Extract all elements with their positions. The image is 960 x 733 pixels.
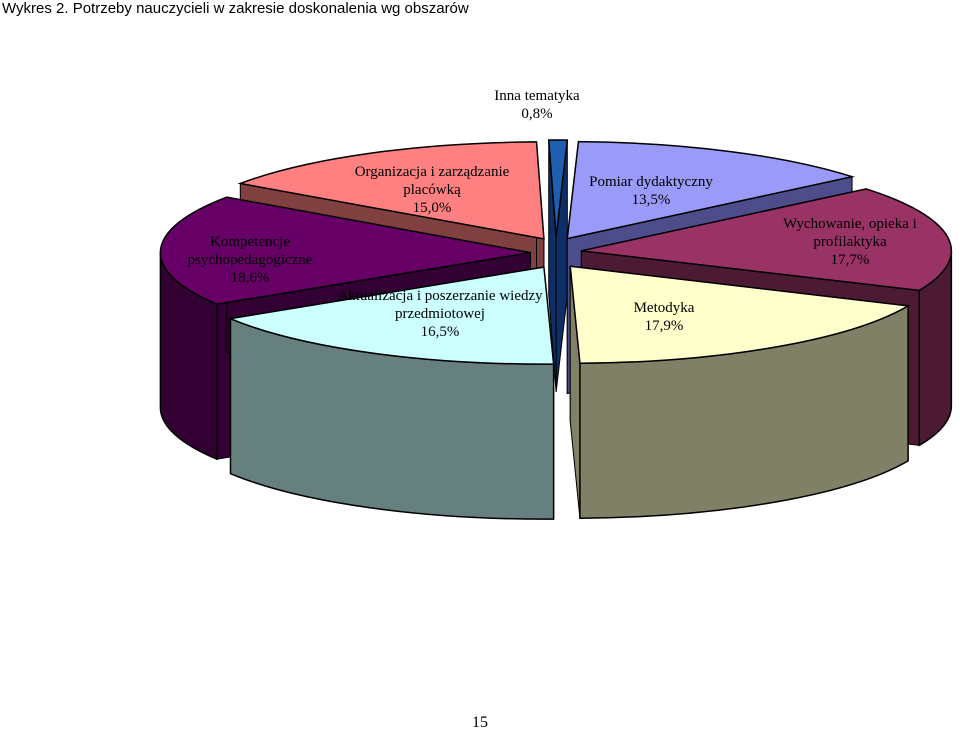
- slice-name-label: przedmiotowej: [395, 306, 485, 322]
- slice-inna-tematyka: [547, 139, 569, 238]
- slice-label-pomiar-dydaktyczny: Pomiar dydaktyczny 13,5%: [589, 174, 713, 208]
- slice-name-label: placówką: [403, 182, 461, 198]
- slice-label-aktualizacja-i-poszerzanie-wiedzy-przedmiotowej: Aktualizacja i poszerzanie wiedzy przedmi…: [337, 288, 543, 340]
- slice-label-metodyka: Metodyka 17,9%: [634, 300, 695, 334]
- slice-organizacja-i-zarzadzanie-placowka: [237, 141, 545, 240]
- pie-labels: Inna tematyka 0,8% Pomiar dydaktyczny 13,5%…: [188, 88, 917, 340]
- slice-aktualizacja-i-poszerzanie-wiedzy-przedmiotowej: [227, 266, 555, 365]
- slice-value-label: 17,9%: [645, 318, 684, 334]
- slice-kompetencje-psychopedagogiczne: [159, 196, 531, 305]
- slice-label-kompetencje-psychopedagogiczne: Kompetencje psychopedagogiczne 18,6%: [188, 234, 313, 286]
- slice-pomiar-dydaktyczny: [566, 140, 855, 240]
- slice-value-label: 15,0%: [413, 200, 452, 216]
- slice-value-label: 16,5%: [421, 324, 460, 340]
- slice-value-label: 0,8%: [521, 106, 552, 122]
- slice-name-label: psychopedagogiczne: [188, 252, 313, 268]
- pie-tops: [159, 139, 953, 365]
- page-number: 15: [472, 714, 488, 731]
- slice-name-label: profilaktyka: [813, 234, 887, 250]
- slice-name-label: Organizacja i zarządzanie: [355, 164, 510, 180]
- slice-label-wychowanie-opieka-i-profilaktyka: Wychowanie, opieka i profilaktyka 17,7%: [783, 216, 917, 268]
- slice-name-label: Pomiar dydaktyczny: [589, 174, 713, 190]
- slice-name-label: Kompetencje: [210, 234, 290, 250]
- slice-label-inna-tematyka: Inna tematyka 0,8%: [494, 88, 580, 122]
- slice-wychowanie-opieka-i-profilaktyka: [581, 188, 953, 292]
- chart-caption: Wykres 2. Potrzeby nauczycieli w zakresi…: [2, 0, 469, 17]
- slice-value-label: 17,7%: [831, 252, 870, 268]
- slice-name-label: Wychowanie, opieka i: [783, 216, 917, 232]
- slice-value-label: 13,5%: [632, 192, 671, 208]
- slice-name-label: Metodyka: [634, 300, 695, 316]
- slice-name-label: Inna tematyka: [494, 88, 580, 104]
- slice-label-organizacja-i-zarzadzanie-placowka: Organizacja i zarządzanie placówką 15,0%: [355, 164, 510, 216]
- slice-value-label: 18,6%: [231, 270, 270, 286]
- slice-metodyka: [569, 265, 911, 365]
- slice-name-label: Aktualizacja i poszerzanie wiedzy: [337, 288, 543, 304]
